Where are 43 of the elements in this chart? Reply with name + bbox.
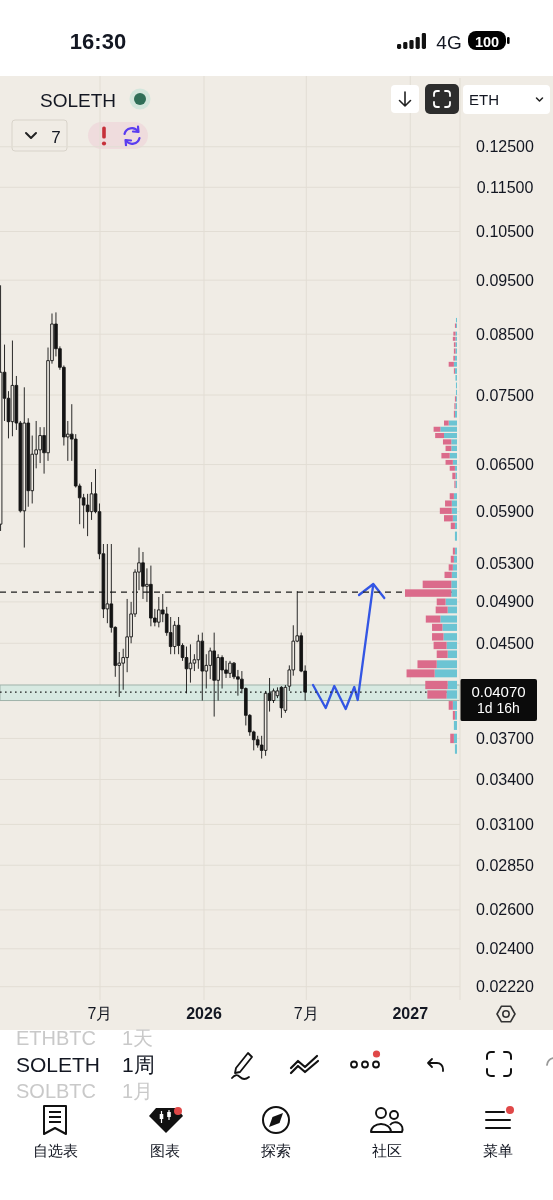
y-tick-label: 0.02400	[476, 940, 535, 958]
y-tick-label: 0.02220	[476, 978, 535, 996]
text: 1周	[122, 1053, 155, 1076]
text: 1d 16h	[477, 700, 520, 716]
y-tick-label: 0.04900	[476, 593, 535, 611]
y-tick-label: 0.05300	[476, 555, 535, 573]
y-tick-label: 0.02600	[476, 901, 535, 919]
x-tick-label: 7月	[293, 1005, 319, 1022]
y-tick-label: 0.02850	[476, 856, 535, 874]
y-tick-label: 0.09500	[476, 271, 535, 289]
text: SOLETH	[16, 1053, 101, 1076]
candlestick	[22, 386, 27, 548]
text: 4G	[436, 32, 462, 53]
candlestick	[172, 620, 177, 655]
y-tick-label: 0.05900	[476, 503, 535, 521]
y-tick-label: 0.10500	[476, 223, 535, 240]
text: 16:30	[69, 29, 127, 54]
y-tick-label: 0.03100	[476, 815, 535, 833]
text: 100	[474, 33, 500, 50]
text: 菜单	[483, 1143, 513, 1159]
y-tick-label: 0.12500	[476, 138, 535, 156]
y-tick-label: 0.03400	[476, 771, 535, 789]
candlestick	[228, 660, 232, 679]
x-tick-label: 7月	[87, 1005, 113, 1022]
y-tick-label: 0.07500	[476, 386, 535, 404]
ref-line-label: 0.04070	[471, 683, 526, 701]
x-tick-label: 2026	[186, 1005, 222, 1022]
y-tick-label: 0.06500	[476, 456, 535, 474]
y-tick-label: 0.08500	[476, 325, 535, 343]
text: SOLETH	[40, 90, 117, 111]
text: 探索	[261, 1143, 291, 1159]
text: 社区	[372, 1143, 402, 1159]
candlestick	[157, 596, 161, 628]
y-tick-label: 0.11500	[476, 178, 534, 196]
text: 图表	[150, 1143, 180, 1159]
text: 自选表	[32, 1143, 78, 1159]
annotation: 7	[51, 127, 61, 147]
x-tick-label: 2027	[392, 1005, 429, 1022]
candlestick	[10, 340, 15, 437]
candlestick	[279, 685, 284, 719]
y-tick-label: 0.03700	[476, 729, 535, 747]
y-tick-label: 0.04500	[476, 634, 535, 652]
text: ETH	[469, 91, 499, 108]
